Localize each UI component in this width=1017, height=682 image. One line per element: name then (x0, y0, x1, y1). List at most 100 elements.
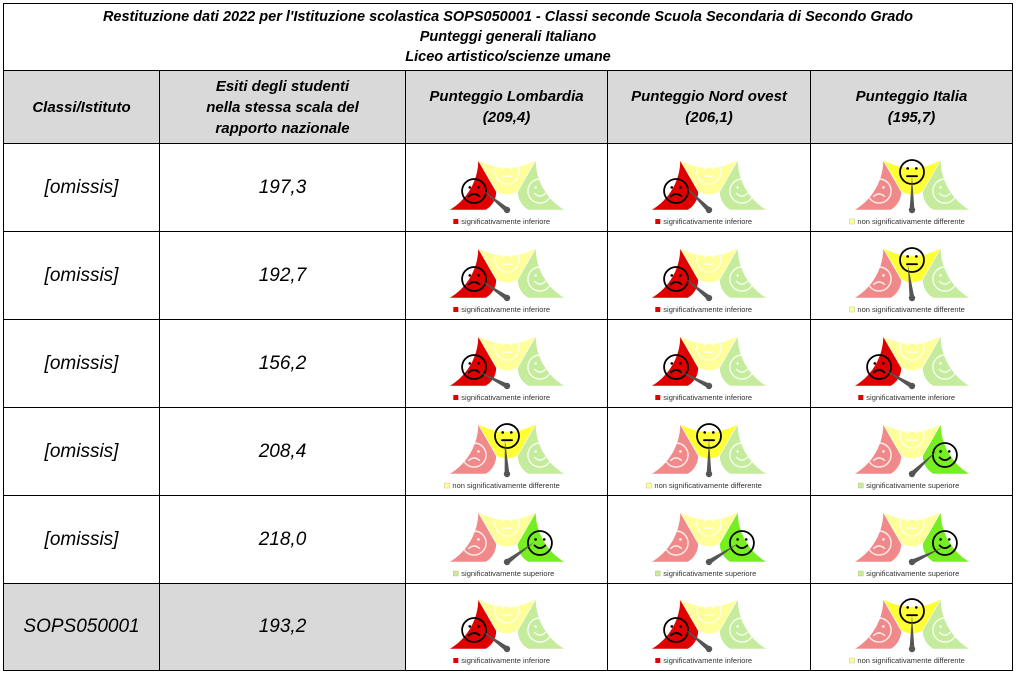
header-lombardia-line-1: Punteggio Lombardia (429, 88, 584, 105)
row3-italia-needle (882, 368, 915, 389)
row5-nord-ovest-needle (705, 543, 738, 565)
row6-italia-needle (908, 615, 915, 653)
row5-nord-ovest-face-neutral-icon (696, 510, 722, 537)
row1-italia-legend-label: non significativamente differente (857, 217, 964, 226)
row5-italia-legend: significativamente superiore (857, 569, 959, 578)
row2-nord-ovest-face-happy-icon (729, 265, 755, 292)
header-esiti-line-2: nella stessa scala del (206, 98, 359, 116)
row6-nord-ovest-legend: significativamente inferiore (655, 656, 752, 665)
header-nord-ovest-line-2: (206,1) (685, 109, 733, 126)
row1-italia-gauge: non significativamente differente (848, 158, 971, 226)
gauge-cell-italia: non significativamente differente (810, 143, 1013, 232)
class-label: [omissis] (3, 143, 160, 232)
row5-italia-legend-label: significativamente superiore (866, 569, 959, 578)
gauge-cell-lombardia: significativamente inferiore (405, 583, 608, 671)
header-esiti: Esiti degli studenti nella stessa scala … (159, 70, 406, 144)
row3-italia-gauge: significativamente inferiore (852, 334, 971, 402)
row4-italia-face-happy-icon (931, 441, 958, 468)
row6-lombardia-face-neutral-icon (493, 598, 520, 624)
row3-italia-face-neutral-icon (898, 334, 925, 361)
class-label: [omissis] (3, 319, 160, 408)
gauge-cell-lombardia: significativamente inferiore (405, 319, 608, 408)
row1-lombardia-legend: significativamente inferiore (452, 217, 550, 226)
row4-italia-gauge: significativamente superiore (852, 422, 971, 490)
gauge-cell-nord-ovest: significativamente inferiore (607, 231, 811, 320)
row6-italia-legend-label: non significativamente differente (857, 656, 964, 665)
row2-lombardia-legend: significativamente inferiore (452, 305, 550, 314)
row3-lombardia-legend-label: significativamente inferiore (461, 393, 550, 402)
results-table: Restituzione dati 2022 per l'Istituzione… (3, 3, 1013, 671)
row1-lombardia-face-sad-icon (460, 177, 487, 204)
row4-nord-ovest-face-sad-icon (663, 441, 689, 468)
row2-lombardia-needle (478, 278, 510, 301)
row5-italia-face-happy-icon (931, 529, 958, 556)
row4-lombardia-needle (503, 439, 510, 477)
row5-nord-ovest-legend-label: significativamente superiore (663, 569, 756, 578)
row3-nord-ovest-needle (678, 370, 713, 389)
row6-nord-ovest-gauge: significativamente inferiore (649, 597, 769, 665)
row3-nord-ovest-legend: significativamente inferiore (655, 393, 752, 402)
row5-lombardia-gauge: significativamente superiore (447, 510, 566, 578)
header-nord-ovest-line-1: Punteggio Nord ovest (631, 88, 787, 105)
row1-nord-ovest-gauge: significativamente inferiore (649, 158, 769, 226)
header-esiti-line-3: rapporto nazionale (215, 119, 350, 137)
institute-row: SOPS050001 193,2 significativamente inferi… (3, 583, 1013, 671)
row1-lombardia-legend-label: significativamente inferiore (461, 217, 550, 226)
row5-italia-needle (908, 547, 943, 565)
class-row: [omissis] 156,2 significativamente inferio… (3, 319, 1013, 408)
row6-lombardia-needle (478, 629, 510, 653)
gauge-cell-italia: non significativamente differente (810, 231, 1013, 320)
row3-italia-face-happy-icon (931, 353, 958, 380)
row3-italia-face-sad-icon (865, 353, 892, 380)
row4-lombardia-legend: non significativamente differente (443, 481, 559, 490)
class-row: [omissis] 197,3 significativamente inferio… (3, 143, 1013, 232)
row5-italia-gauge: significativamente superiore (852, 510, 971, 578)
row3-lombardia-legend: significativamente inferiore (452, 393, 550, 402)
title-line-3: Liceo artistico/scienze umane (405, 49, 611, 65)
row1-nord-ovest-face-sad-icon (663, 177, 689, 204)
row4-nord-ovest-gauge: non significativamente differente (646, 422, 769, 490)
row6-lombardia-face-happy-icon (526, 617, 553, 643)
row1-nord-ovest-legend-label: significativamente inferiore (663, 217, 752, 226)
gauge-cell-italia: non significativamente differente (810, 583, 1013, 671)
row5-lombardia-legend-label: significativamente superiore (461, 569, 554, 578)
row2-lombardia-face-happy-icon (526, 265, 553, 292)
row2-lombardia-legend-label: significativamente inferiore (461, 305, 550, 314)
row2-italia-legend: non significativamente differente (848, 305, 964, 314)
row3-lombardia-face-neutral-icon (493, 334, 520, 361)
gauge-cell-nord-ovest: significativamente inferiore (607, 583, 811, 671)
gauge-cell-italia: significativamente superiore (810, 495, 1013, 584)
row1-italia-needle (908, 175, 915, 213)
row2-italia-legend-label: non significativamente differente (857, 305, 964, 314)
row3-nord-ovest-legend-label: significativamente inferiore (663, 393, 752, 402)
row1-nord-ovest-face-neutral-icon (696, 158, 722, 185)
student-score: 208,4 (159, 407, 406, 496)
gauge-cell-nord-ovest: significativamente superiore (607, 495, 811, 584)
row2-italia-face-neutral-icon (898, 246, 925, 273)
student-score: 192,7 (159, 231, 406, 320)
class-row: [omissis] 192,7 significativamente inferio… (3, 231, 1013, 320)
row3-italia-legend-label: significativamente inferiore (866, 393, 955, 402)
row4-lombardia-face-neutral-icon (493, 422, 520, 449)
row1-italia-face-happy-icon (931, 177, 958, 204)
row2-lombardia-face-neutral-icon (493, 246, 520, 273)
row3-nord-ovest-face-happy-icon (729, 353, 755, 380)
row5-lombardia-face-sad-icon (460, 529, 487, 556)
row6-lombardia-gauge: significativamente inferiore (447, 597, 566, 665)
row5-italia-face-neutral-icon (898, 510, 925, 537)
row5-lombardia-needle (503, 541, 535, 565)
row2-italia-gauge: non significativamente differente (848, 246, 971, 314)
row3-lombardia-gauge: significativamente inferiore (447, 334, 566, 402)
row4-nord-ovest-legend-label: non significativamente differente (654, 481, 761, 490)
row2-nord-ovest-face-sad-icon (663, 265, 689, 292)
row4-lombardia-gauge: non significativamente differente (443, 422, 566, 490)
gauge-cell-nord-ovest: non significativamente differente (607, 407, 811, 496)
student-score: 218,0 (159, 495, 406, 584)
row1-italia-face-sad-icon (865, 177, 892, 204)
class-label: SOPS050001 (3, 583, 160, 671)
student-score: 193,2 (159, 583, 406, 671)
row3-nord-ovest-face-sad-icon (663, 353, 689, 380)
row6-nord-ovest-face-neutral-icon (696, 598, 722, 624)
header-nord-ovest: Punteggio Nord ovest (206,1) (607, 70, 811, 144)
row5-nord-ovest-legend: significativamente superiore (655, 569, 756, 578)
